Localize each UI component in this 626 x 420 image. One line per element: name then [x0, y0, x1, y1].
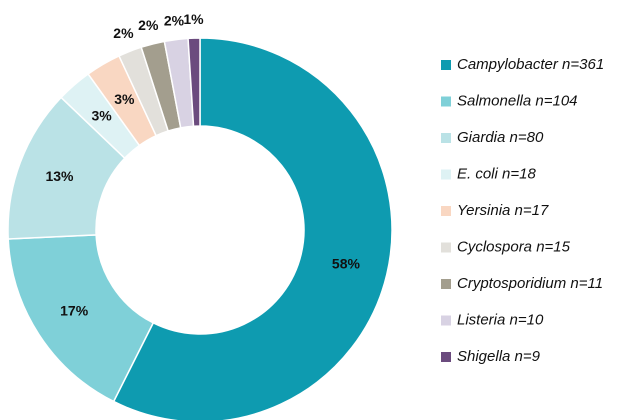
slice	[187, 37, 201, 127]
data-label: 2%	[138, 17, 159, 33]
legend-label: Campylobacter n=361	[457, 56, 604, 73]
data-label: 2%	[164, 12, 185, 28]
slice	[112, 37, 393, 420]
legend-label: Listeria n=10	[457, 311, 544, 328]
slice	[7, 234, 155, 403]
legend-label: Giardia n=80	[457, 129, 544, 146]
legend-label: Yersinia n=17	[457, 202, 549, 219]
legend-swatch	[441, 96, 451, 107]
data-label: 2%	[113, 25, 134, 41]
legend-label: E. coli n=18	[457, 165, 536, 182]
legend-label: Cyclospora n=15	[457, 238, 571, 255]
data-label: 58%	[332, 255, 361, 271]
data-label: 1%	[183, 11, 204, 27]
legend-swatch	[441, 169, 451, 180]
legend-label: Shigella n=9	[457, 348, 541, 365]
data-label: 13%	[45, 168, 74, 184]
legend-swatch	[441, 206, 451, 216]
legend-swatch	[441, 242, 451, 253]
data-label: 3%	[114, 91, 135, 107]
data-label: 17%	[60, 302, 89, 318]
legend-swatch	[441, 352, 451, 362]
data-label: 3%	[91, 107, 112, 123]
legend-label: Salmonella n=104	[457, 92, 578, 109]
legend-swatch	[441, 279, 451, 289]
legend-swatch	[441, 315, 451, 326]
legend-label: Cryptosporidium n=11	[457, 275, 603, 292]
legend-swatch	[441, 60, 451, 70]
legend-swatch	[441, 133, 451, 143]
